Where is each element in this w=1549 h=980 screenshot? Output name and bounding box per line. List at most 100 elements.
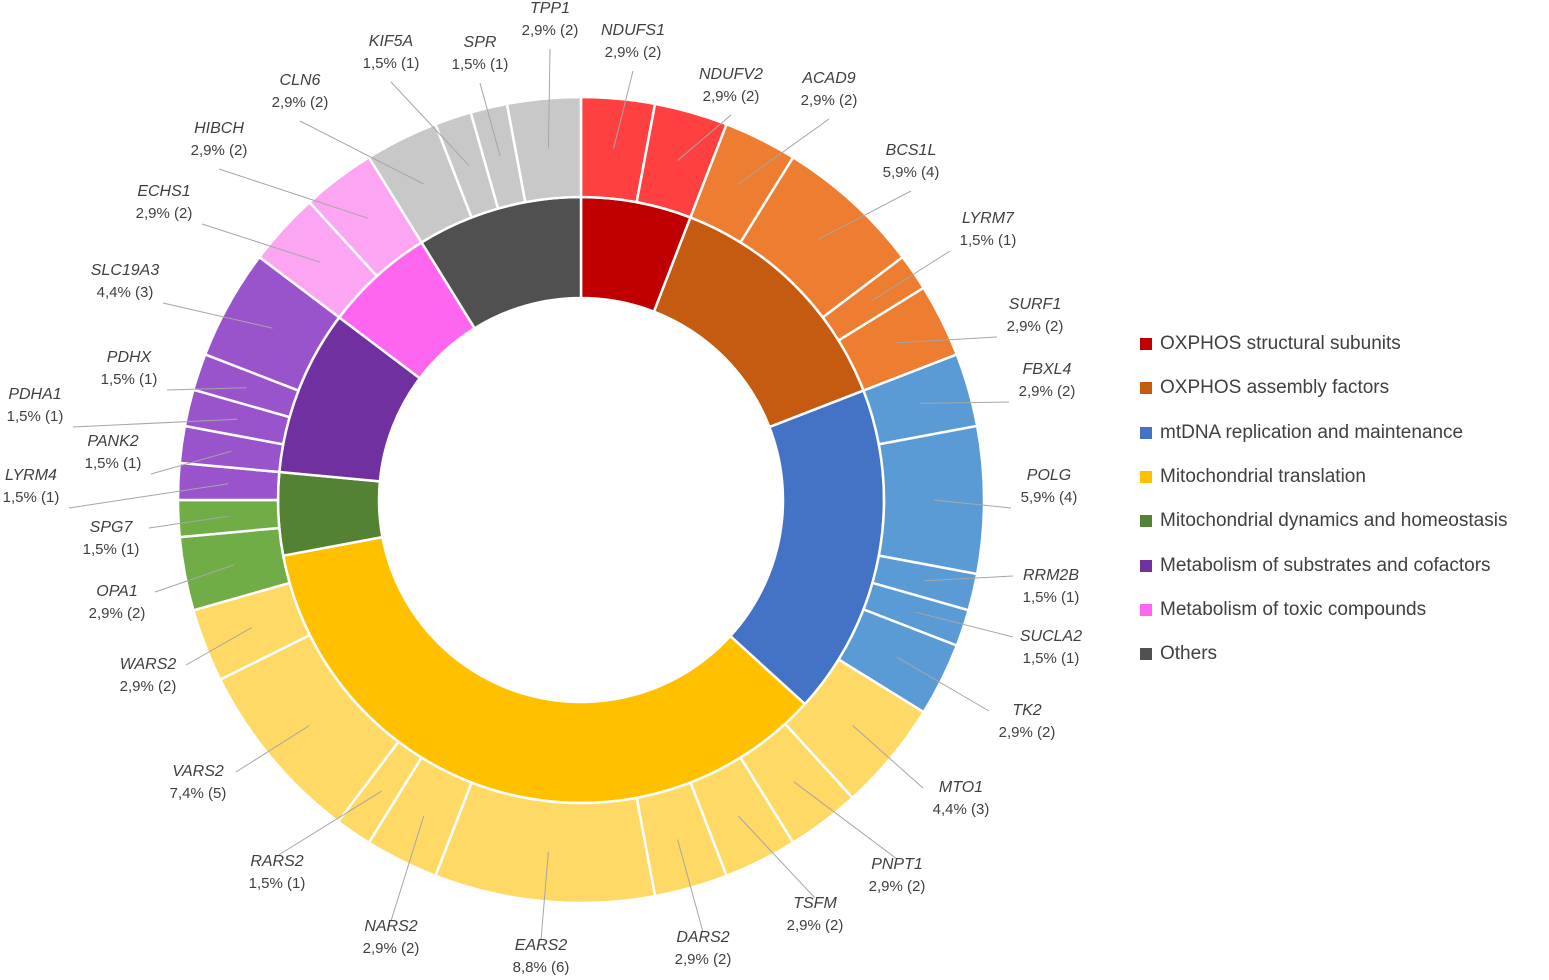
legend-item-metabolism-of-toxic-compounds: Metabolism of toxic compounds bbox=[1140, 588, 1507, 632]
gene-value-lyrm7: 1,5% (1) bbox=[960, 232, 1017, 249]
legend-swatch bbox=[1140, 382, 1152, 395]
gene-value-cln6: 2,9% (2) bbox=[272, 94, 329, 111]
gene-value-tsfm: 2,9% (2) bbox=[787, 917, 844, 934]
leader-lyrm4 bbox=[68, 483, 229, 509]
gene-name-pdhx: PDHX bbox=[107, 349, 153, 366]
gene-value-polg: 5,9% (4) bbox=[1021, 489, 1078, 506]
gene-labels: NDUFS1 2,9% (2) NDUFV2 2,9% (2) ACAD9 2,9% (2… bbox=[3, 0, 1083, 976]
gene-value-pdha1: 1,5% (1) bbox=[7, 408, 64, 425]
leader-pank2 bbox=[150, 450, 232, 475]
legend-item-mitochondrial-dynamics-and-homeostasis: Mitochondrial dynamics and homeostasis bbox=[1140, 499, 1507, 543]
gene-value-wars2: 2,9% (2) bbox=[120, 678, 177, 695]
gene-value-slc19a3: 4,4% (3) bbox=[97, 284, 154, 301]
legend-swatch bbox=[1140, 515, 1152, 528]
leader-tpp1 bbox=[547, 48, 551, 149]
leader-ndufs1 bbox=[613, 70, 634, 149]
legend-label: Metabolism of toxic compounds bbox=[1160, 598, 1427, 620]
gene-value-lyrm4: 1,5% (1) bbox=[3, 489, 60, 506]
legend-swatch bbox=[1140, 603, 1152, 616]
leader-opa1 bbox=[154, 564, 235, 593]
gene-name-tpp1: TPP1 bbox=[530, 0, 570, 17]
leader-lines bbox=[68, 48, 1014, 941]
leader-rrm2b bbox=[924, 575, 1014, 582]
leader-cln6 bbox=[299, 120, 424, 185]
leader-slc19a3 bbox=[162, 302, 273, 329]
gene-name-dars2: DARS2 bbox=[676, 929, 729, 946]
gene-name-nars2: NARS2 bbox=[364, 918, 417, 935]
gene-value-pdhx: 1,5% (1) bbox=[101, 371, 158, 388]
leader-ndufv2 bbox=[677, 114, 732, 161]
leader-echs1 bbox=[201, 223, 321, 263]
legend-swatch bbox=[1140, 648, 1152, 661]
gene-value-rars2: 1,5% (1) bbox=[249, 875, 306, 892]
legend-label: Mitochondrial translation bbox=[1160, 466, 1366, 488]
gene-name-bcs1l: BCS1L bbox=[886, 142, 937, 159]
gene-value-ndufv2: 2,9% (2) bbox=[703, 88, 760, 105]
legend-label: OXPHOS structural subunits bbox=[1160, 333, 1401, 355]
leader-surf1 bbox=[896, 336, 998, 344]
gene-name-vars2: VARS2 bbox=[172, 763, 224, 780]
legend-item-oxphos-structural-subunits: OXPHOS structural subunits bbox=[1140, 322, 1507, 366]
gene-value-tk2: 2,9% (2) bbox=[999, 724, 1056, 741]
gene-name-tk2: TK2 bbox=[1012, 702, 1041, 719]
leader-spg7 bbox=[148, 515, 229, 529]
gene-value-ears2: 8,8% (6) bbox=[513, 959, 570, 976]
outer-slice-tpp1 bbox=[505, 95, 583, 204]
gene-name-ndufv2: NDUFV2 bbox=[699, 66, 763, 83]
gene-name-cln6: CLN6 bbox=[280, 72, 321, 89]
leader-hibch bbox=[218, 168, 369, 219]
gene-value-mto1: 4,4% (3) bbox=[933, 801, 990, 818]
gene-value-hibch: 2,9% (2) bbox=[191, 142, 248, 159]
legend-label: Others bbox=[1160, 643, 1218, 665]
leader-mto1 bbox=[852, 725, 924, 789]
gene-name-polg: POLG bbox=[1027, 467, 1071, 484]
gene-name-acad9: ACAD9 bbox=[801, 70, 855, 87]
gene-name-wars2: WARS2 bbox=[120, 656, 177, 673]
gene-value-sucla2: 1,5% (1) bbox=[1023, 650, 1080, 667]
gene-name-fbxl4: FBXL4 bbox=[1023, 361, 1072, 378]
gene-value-spr: 1,5% (1) bbox=[452, 56, 509, 73]
gene-value-kif5a: 1,5% (1) bbox=[363, 55, 420, 72]
gene-value-echs1: 2,9% (2) bbox=[136, 205, 193, 222]
gene-name-pank2: PANK2 bbox=[87, 433, 138, 450]
gene-value-bcs1l: 5,9% (4) bbox=[883, 164, 940, 181]
legend-item-mitochondrial-translation: Mitochondrial translation bbox=[1140, 455, 1507, 499]
leader-tk2 bbox=[896, 656, 990, 712]
leader-pdha1 bbox=[72, 418, 238, 428]
legend-swatch bbox=[1140, 426, 1152, 439]
legend-label: Metabolism of substrates and cofactors bbox=[1160, 554, 1491, 576]
outer-slice-polg bbox=[877, 424, 986, 576]
inner-ring bbox=[276, 195, 886, 805]
gene-value-pnpt1: 2,9% (2) bbox=[869, 878, 926, 895]
leader-sucla2 bbox=[915, 611, 1014, 638]
legend-swatch bbox=[1140, 559, 1152, 572]
gene-value-rrm2b: 1,5% (1) bbox=[1023, 589, 1080, 606]
gene-value-ndufs1: 2,9% (2) bbox=[605, 44, 662, 61]
leader-rars2 bbox=[276, 790, 382, 857]
legend-label: OXPHOS assembly factors bbox=[1160, 377, 1390, 399]
gene-name-hibch: HIBCH bbox=[194, 120, 244, 137]
gene-name-echs1: ECHS1 bbox=[137, 183, 190, 200]
chart-legend: OXPHOS structural subunits OXPHOS assembl… bbox=[1140, 322, 1507, 676]
gene-name-ears2: EARS2 bbox=[515, 937, 568, 954]
gene-name-surf1: SURF1 bbox=[1009, 296, 1061, 313]
gene-value-pank2: 1,5% (1) bbox=[85, 455, 142, 472]
gene-name-kif5a: KIF5A bbox=[369, 33, 413, 50]
legend-label: Mitochondrial dynamics and homeostasis bbox=[1160, 510, 1508, 532]
gene-name-sucla2: SUCLA2 bbox=[1020, 628, 1082, 645]
legend-item-others: Others bbox=[1140, 632, 1507, 676]
leader-dars2 bbox=[677, 839, 704, 933]
gene-name-spr: SPR bbox=[464, 34, 497, 51]
gene-value-acad9: 2,9% (2) bbox=[801, 92, 858, 109]
gene-value-tpp1: 2,9% (2) bbox=[522, 22, 579, 39]
gene-value-surf1: 2,9% (2) bbox=[1007, 318, 1064, 335]
gene-name-slc19a3: SLC19A3 bbox=[91, 262, 160, 279]
gene-name-rars2: RARS2 bbox=[250, 853, 303, 870]
leader-kif5a bbox=[390, 81, 470, 166]
legend-item-oxphos-assembly-factors: OXPHOS assembly factors bbox=[1140, 366, 1507, 410]
gene-value-fbxl4: 2,9% (2) bbox=[1019, 383, 1076, 400]
legend-label: mtDNA replication and maintenance bbox=[1160, 421, 1464, 443]
gene-name-spg7: SPG7 bbox=[90, 519, 134, 536]
gene-value-opa1: 2,9% (2) bbox=[89, 605, 146, 622]
